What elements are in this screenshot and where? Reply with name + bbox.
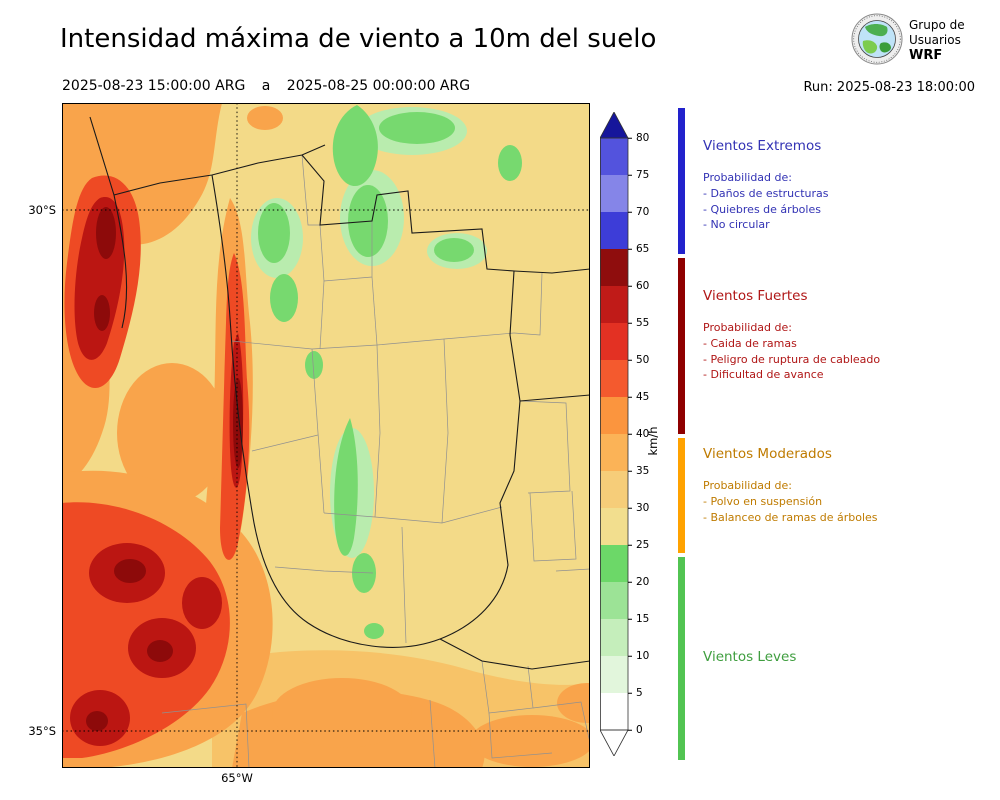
colorbar-tick-label: 65: [627, 242, 650, 255]
colorbar-tick-label: 75: [627, 168, 650, 181]
legend-bar-fuertes: [678, 258, 685, 434]
wind-intensity-map: [62, 103, 590, 768]
colorbar-segment: [600, 360, 628, 397]
colorbar-segment: [600, 397, 628, 434]
legend-title-leves: Vientos Leves: [703, 649, 797, 665]
colorbar-segment: [600, 323, 628, 360]
legend-item: - Quiebres de árboles: [703, 202, 821, 216]
colorbar-tick-label: 80: [627, 131, 650, 144]
colorbar-tick-label: 30: [627, 501, 650, 514]
lon-tick-65w: 65°W: [221, 771, 253, 785]
colorbar-segment: [600, 249, 628, 286]
colorbar-segment: [600, 175, 628, 212]
lat-tick-35s: 35°S: [28, 724, 56, 738]
wind-regions-green: [258, 105, 522, 639]
colorbar-segment: [600, 286, 628, 323]
colorbar-segment: [600, 434, 628, 471]
legend-body-extremos: Probabilidad de: - Daños de estructuras …: [703, 170, 993, 233]
legend-item: - Peligro de ruptura de cableado: [703, 352, 881, 366]
colorbar-tick-label: 70: [627, 205, 650, 218]
colorbar-segment: [600, 212, 628, 249]
colorbar-segment: [600, 508, 628, 545]
colorbar-tick-label: 55: [627, 316, 650, 329]
legend-item: - Polvo en suspensión: [703, 494, 823, 508]
legend-item: - No circular: [703, 218, 770, 232]
province-boundaries: [89, 116, 590, 670]
wrf-logo: Grupo de Usuarios WRF: [851, 13, 965, 65]
legend-body-moderados: Probabilidad de: - Polvo en suspensión -…: [703, 478, 993, 525]
colorbar-segment: [600, 619, 628, 656]
run-label: Run: 2025-08-23 18:00:00: [803, 80, 975, 95]
legend-intro: Probabilidad de:: [703, 321, 792, 334]
logo-line-1: Grupo de: [909, 18, 965, 32]
legend-block-leves: Vientos Leves: [703, 649, 993, 665]
colorbar-segment: [600, 656, 628, 693]
legend-item: - Daños de estructuras: [703, 186, 829, 200]
legend-title-fuertes: Vientos Fuertes: [703, 288, 808, 304]
colorbar-tick-label: 5: [628, 686, 643, 699]
colorbar-tick-label: 40: [627, 427, 650, 440]
logo-line-3: WRF: [909, 48, 943, 63]
colorbar-under-arrow: [600, 729, 629, 756]
valid-period: 2025-08-23 15:00:00 ARG a 2025-08-25 00:…: [62, 78, 470, 94]
colorbar-segment: [600, 471, 628, 508]
globe-icon: [851, 13, 903, 65]
logo-line-2: Usuarios: [909, 33, 961, 47]
colorbar-tick-label: 20: [627, 575, 650, 588]
wind-regions-darkest-red: [86, 207, 243, 731]
colorbar-tick-label: 0: [628, 723, 643, 736]
colorbar-tick-label: 10: [627, 649, 650, 662]
colorbar-tick-label: 35: [627, 464, 650, 477]
legend-block-extremos: Vientos Extremos Probabilidad de: - Daño…: [703, 138, 993, 233]
legend-body-fuertes: Probabilidad de: - Caida de ramas - Peli…: [703, 320, 993, 383]
colorbar-segment: [600, 693, 628, 730]
colorbar-tick-label: 45: [627, 390, 650, 403]
colorbar-segment: [600, 138, 628, 175]
colorbar-tick-label: 15: [627, 612, 650, 625]
legend-intro: Probabilidad de:: [703, 171, 792, 184]
legend-block-moderados: Vientos Moderados Probabilidad de: - Pol…: [703, 446, 993, 525]
colorbar: 0 5 10 15 20 25 30 35 40 45 50 55 60 65 70 75 80: [600, 112, 700, 756]
colorbar-segment: [600, 545, 628, 582]
period-end: 2025-08-25 00:00:00 ARG: [286, 78, 471, 94]
department-boundaries: [161, 154, 590, 768]
legend-bar-leves: [678, 557, 685, 760]
graticule-lines: [62, 103, 590, 768]
colorbar-segment: [600, 582, 628, 619]
colorbar-tick-label: 50: [627, 353, 650, 366]
legend-item: - Balanceo de ramas de árboles: [703, 510, 878, 524]
legend-title-moderados: Vientos Moderados: [703, 446, 832, 462]
legend-bar-moderados: [678, 438, 685, 553]
lat-tick-30s: 30°S: [28, 203, 56, 217]
legend-title-extremos: Vientos Extremos: [703, 138, 822, 154]
colorbar-unit-label: km/h: [646, 426, 660, 456]
colorbar-tick-label: 60: [627, 279, 650, 292]
legend-intro: Probabilidad de:: [703, 479, 792, 492]
period-separator: a: [261, 78, 271, 94]
legend-item: - Dificultad de avance: [703, 368, 824, 382]
legend-bar-extremos: [678, 108, 685, 254]
legend-block-fuertes: Vientos Fuertes Probabilidad de: - Caida…: [703, 288, 993, 383]
legend-item: - Caida de ramas: [703, 336, 797, 350]
colorbar-tick-label: 25: [627, 538, 650, 551]
colorbar-frame: [600, 112, 629, 756]
period-start: 2025-08-23 15:00:00 ARG: [62, 78, 246, 94]
page-title: Intensidad máxima de viento a 10m del su…: [60, 24, 657, 54]
colorbar-over-arrow: [600, 112, 629, 139]
map-frame: [62, 103, 590, 768]
